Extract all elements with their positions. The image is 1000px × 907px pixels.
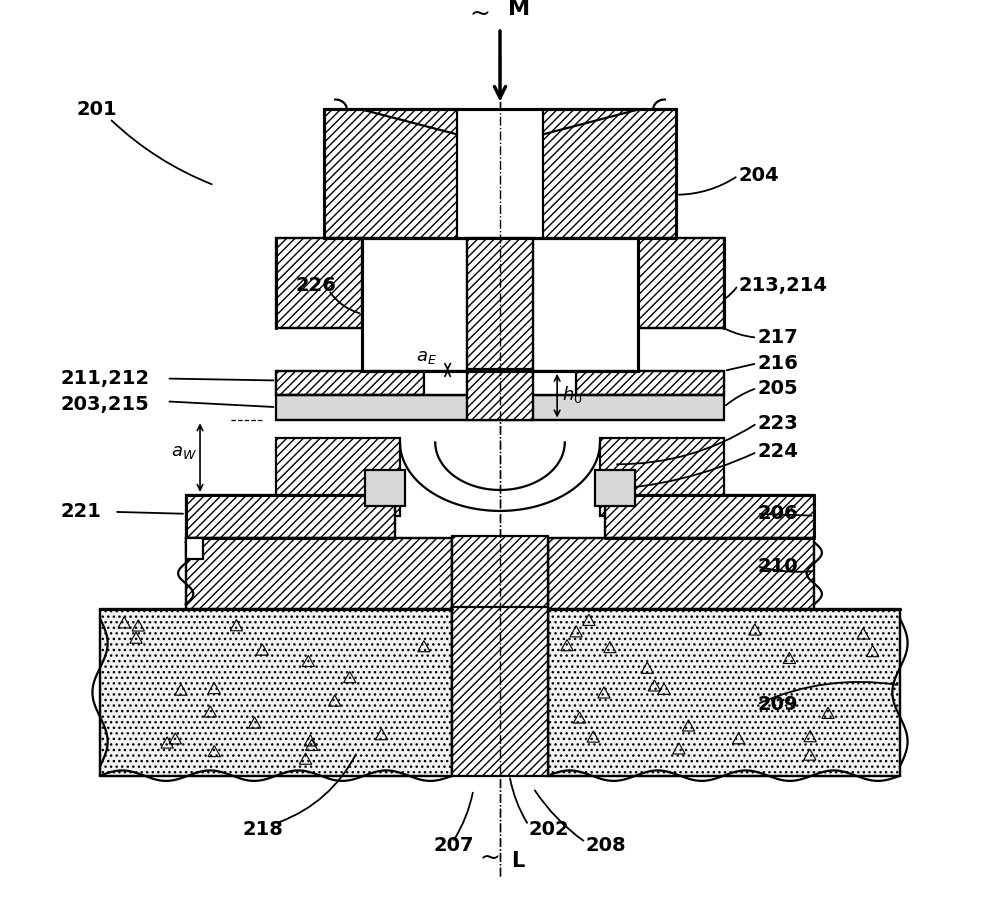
Text: 211,212: 211,212 xyxy=(60,369,149,388)
Text: 223: 223 xyxy=(757,414,798,433)
Bar xyxy=(452,536,548,609)
Text: 203,215: 203,215 xyxy=(60,395,149,414)
Bar xyxy=(548,609,900,775)
Bar xyxy=(100,609,452,775)
Bar xyxy=(186,538,452,609)
Text: 213,214: 213,214 xyxy=(738,276,827,295)
Bar xyxy=(457,107,543,238)
Text: 218: 218 xyxy=(243,821,284,840)
Text: ~: ~ xyxy=(479,845,500,869)
Text: 217: 217 xyxy=(757,328,798,347)
Bar xyxy=(467,238,533,371)
Bar xyxy=(600,437,724,516)
Bar xyxy=(576,371,724,395)
Bar xyxy=(276,437,400,516)
Text: 226: 226 xyxy=(295,276,336,295)
Text: ~: ~ xyxy=(470,2,490,25)
Bar xyxy=(638,238,724,328)
Bar xyxy=(276,371,424,395)
Text: $a_W$: $a_W$ xyxy=(171,443,197,461)
Text: 210: 210 xyxy=(757,557,798,576)
Text: 204: 204 xyxy=(738,166,779,185)
Text: 221: 221 xyxy=(60,502,101,522)
Text: $a_E$: $a_E$ xyxy=(416,347,437,366)
Text: 205: 205 xyxy=(757,378,798,397)
Bar xyxy=(324,109,676,238)
Text: 216: 216 xyxy=(757,354,798,373)
Text: 201: 201 xyxy=(76,100,117,119)
Text: $h_0$: $h_0$ xyxy=(562,385,583,405)
Bar xyxy=(605,494,814,538)
Text: L: L xyxy=(511,852,525,872)
Bar xyxy=(452,607,548,775)
Bar xyxy=(548,609,900,775)
Text: 202: 202 xyxy=(529,821,569,840)
Bar xyxy=(276,238,362,328)
Text: 209: 209 xyxy=(757,695,798,714)
Bar xyxy=(186,538,203,559)
Bar xyxy=(276,395,724,421)
Text: 207: 207 xyxy=(433,835,474,854)
Bar xyxy=(595,470,635,506)
Bar xyxy=(424,371,576,395)
Text: M: M xyxy=(508,0,530,18)
Text: 224: 224 xyxy=(757,443,798,462)
Text: 208: 208 xyxy=(586,835,626,854)
Text: 206: 206 xyxy=(757,504,798,523)
Bar xyxy=(365,470,405,506)
Bar xyxy=(100,609,452,775)
Bar xyxy=(467,369,533,421)
Bar xyxy=(186,494,395,538)
Bar xyxy=(362,238,638,371)
Bar xyxy=(548,538,814,609)
